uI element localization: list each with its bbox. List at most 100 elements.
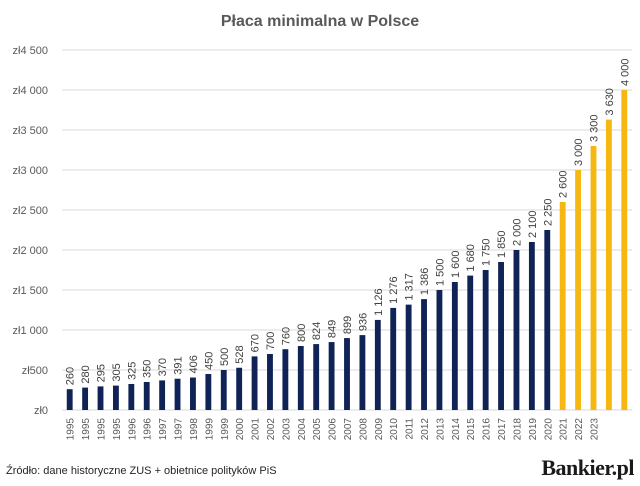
data-label: 4 000: [619, 58, 631, 86]
source-note: Źródło: dane historyczne ZUS + obietnice…: [6, 465, 277, 477]
bar: [82, 387, 89, 410]
x-tick-label: 2015: [466, 418, 477, 441]
x-tick-label: 2023: [589, 418, 600, 441]
x-tick-label: 1995: [97, 418, 108, 441]
bar: [267, 354, 273, 410]
x-tick-label: 1998: [189, 418, 200, 441]
y-tick-label: zł500: [22, 365, 48, 377]
data-label: 391: [173, 356, 185, 374]
data-label: 824: [311, 322, 323, 340]
bar: [344, 338, 350, 410]
x-tick-label: 2021: [559, 418, 570, 441]
bar: [236, 367, 243, 410]
bar: [482, 270, 489, 410]
data-label: 2 100: [527, 210, 539, 238]
x-tick-label: 2020: [543, 418, 554, 441]
bar: [621, 90, 628, 410]
data-label: 325: [126, 362, 138, 380]
x-tick-label: 2005: [312, 418, 323, 441]
data-label: 1 600: [450, 250, 462, 278]
bar: [605, 119, 612, 410]
data-label: 700: [265, 332, 277, 350]
bar: [559, 202, 566, 410]
bar: [190, 377, 196, 410]
data-label: 295: [96, 364, 108, 382]
bar: [282, 349, 289, 410]
data-label: 280: [80, 365, 92, 383]
bar: [128, 384, 135, 410]
x-tick-label: 2009: [374, 418, 385, 441]
y-tick-label: zł1 000: [13, 325, 48, 337]
data-label: 1 317: [404, 273, 416, 301]
bar: [112, 385, 119, 410]
data-label: 670: [250, 334, 262, 352]
data-label: 1 680: [465, 244, 477, 272]
data-label: 2 600: [558, 170, 570, 198]
data-label: 760: [280, 327, 292, 345]
x-tick-label: 2018: [512, 418, 523, 441]
bar: [405, 304, 412, 410]
data-label: 1 750: [481, 238, 493, 266]
bar: [513, 250, 520, 410]
bar: [575, 170, 582, 410]
x-tick-label: 2006: [328, 418, 339, 441]
x-tick-label: 1996: [127, 418, 138, 441]
x-tick-label: 1999: [204, 418, 215, 441]
x-tick-label: 2010: [389, 418, 400, 441]
x-tick-label: 1995: [81, 418, 92, 441]
data-label: 1 276: [388, 276, 400, 304]
y-axis: zł0 zł500 zł1 000 zł1 500 zł2 000 zł2 500 zł3 …: [13, 45, 48, 417]
x-tick-label: 2016: [482, 418, 493, 441]
x-tick-label: 2001: [251, 418, 262, 441]
bar: [544, 230, 551, 410]
y-tick-label: zł0: [34, 405, 48, 417]
bar: [436, 290, 443, 410]
x-tick-label: 2004: [297, 418, 308, 441]
x-tick-label: 2008: [358, 418, 369, 441]
bar: [159, 380, 166, 410]
data-label: 2 000: [511, 218, 523, 246]
data-label: 260: [65, 367, 77, 385]
data-label: 406: [188, 355, 200, 373]
x-tick-label: 2017: [497, 418, 508, 441]
data-label: 1 500: [434, 258, 446, 286]
y-tick-label: zł4 000: [13, 85, 48, 97]
bar: [528, 242, 535, 410]
data-label: 1 850: [496, 230, 508, 258]
x-tick-label: 1997: [158, 418, 169, 441]
data-label: 450: [203, 352, 215, 370]
bar: [467, 275, 474, 410]
x-tick-label: 1997: [174, 418, 185, 441]
x-tick-label: 1996: [143, 418, 154, 441]
data-label: 3 000: [573, 138, 585, 166]
x-tick-label: 2014: [451, 418, 462, 441]
data-label: 3 630: [604, 88, 616, 116]
x-tick-label: 2011: [405, 418, 416, 440]
chart-title: Płaca minimalna w Polsce: [221, 13, 419, 30]
bar: [220, 370, 227, 410]
data-label: 899: [342, 316, 354, 334]
x-tick-label: 2022: [574, 418, 585, 441]
y-tick-label: zł3 500: [13, 125, 48, 137]
data-label: 936: [357, 313, 369, 331]
x-tick-label: 2013: [435, 418, 446, 441]
bar: [421, 299, 427, 410]
bar: [374, 319, 381, 410]
data-label: 2 250: [542, 198, 554, 226]
data-label: 370: [157, 358, 169, 376]
x-tick-label: 2007: [343, 418, 354, 441]
brand-logo: Bankier.pl: [541, 455, 634, 480]
bar: [498, 262, 504, 410]
bar: [313, 344, 320, 410]
bar: [143, 382, 150, 410]
bar: [97, 386, 104, 410]
data-label: 305: [111, 363, 123, 381]
x-tick-label: 2019: [528, 418, 539, 441]
data-label: 500: [219, 348, 231, 366]
bar: [451, 282, 458, 410]
grid-lines: [62, 49, 632, 411]
x-tick-label: 1995: [112, 418, 123, 441]
data-label: 800: [296, 324, 308, 342]
